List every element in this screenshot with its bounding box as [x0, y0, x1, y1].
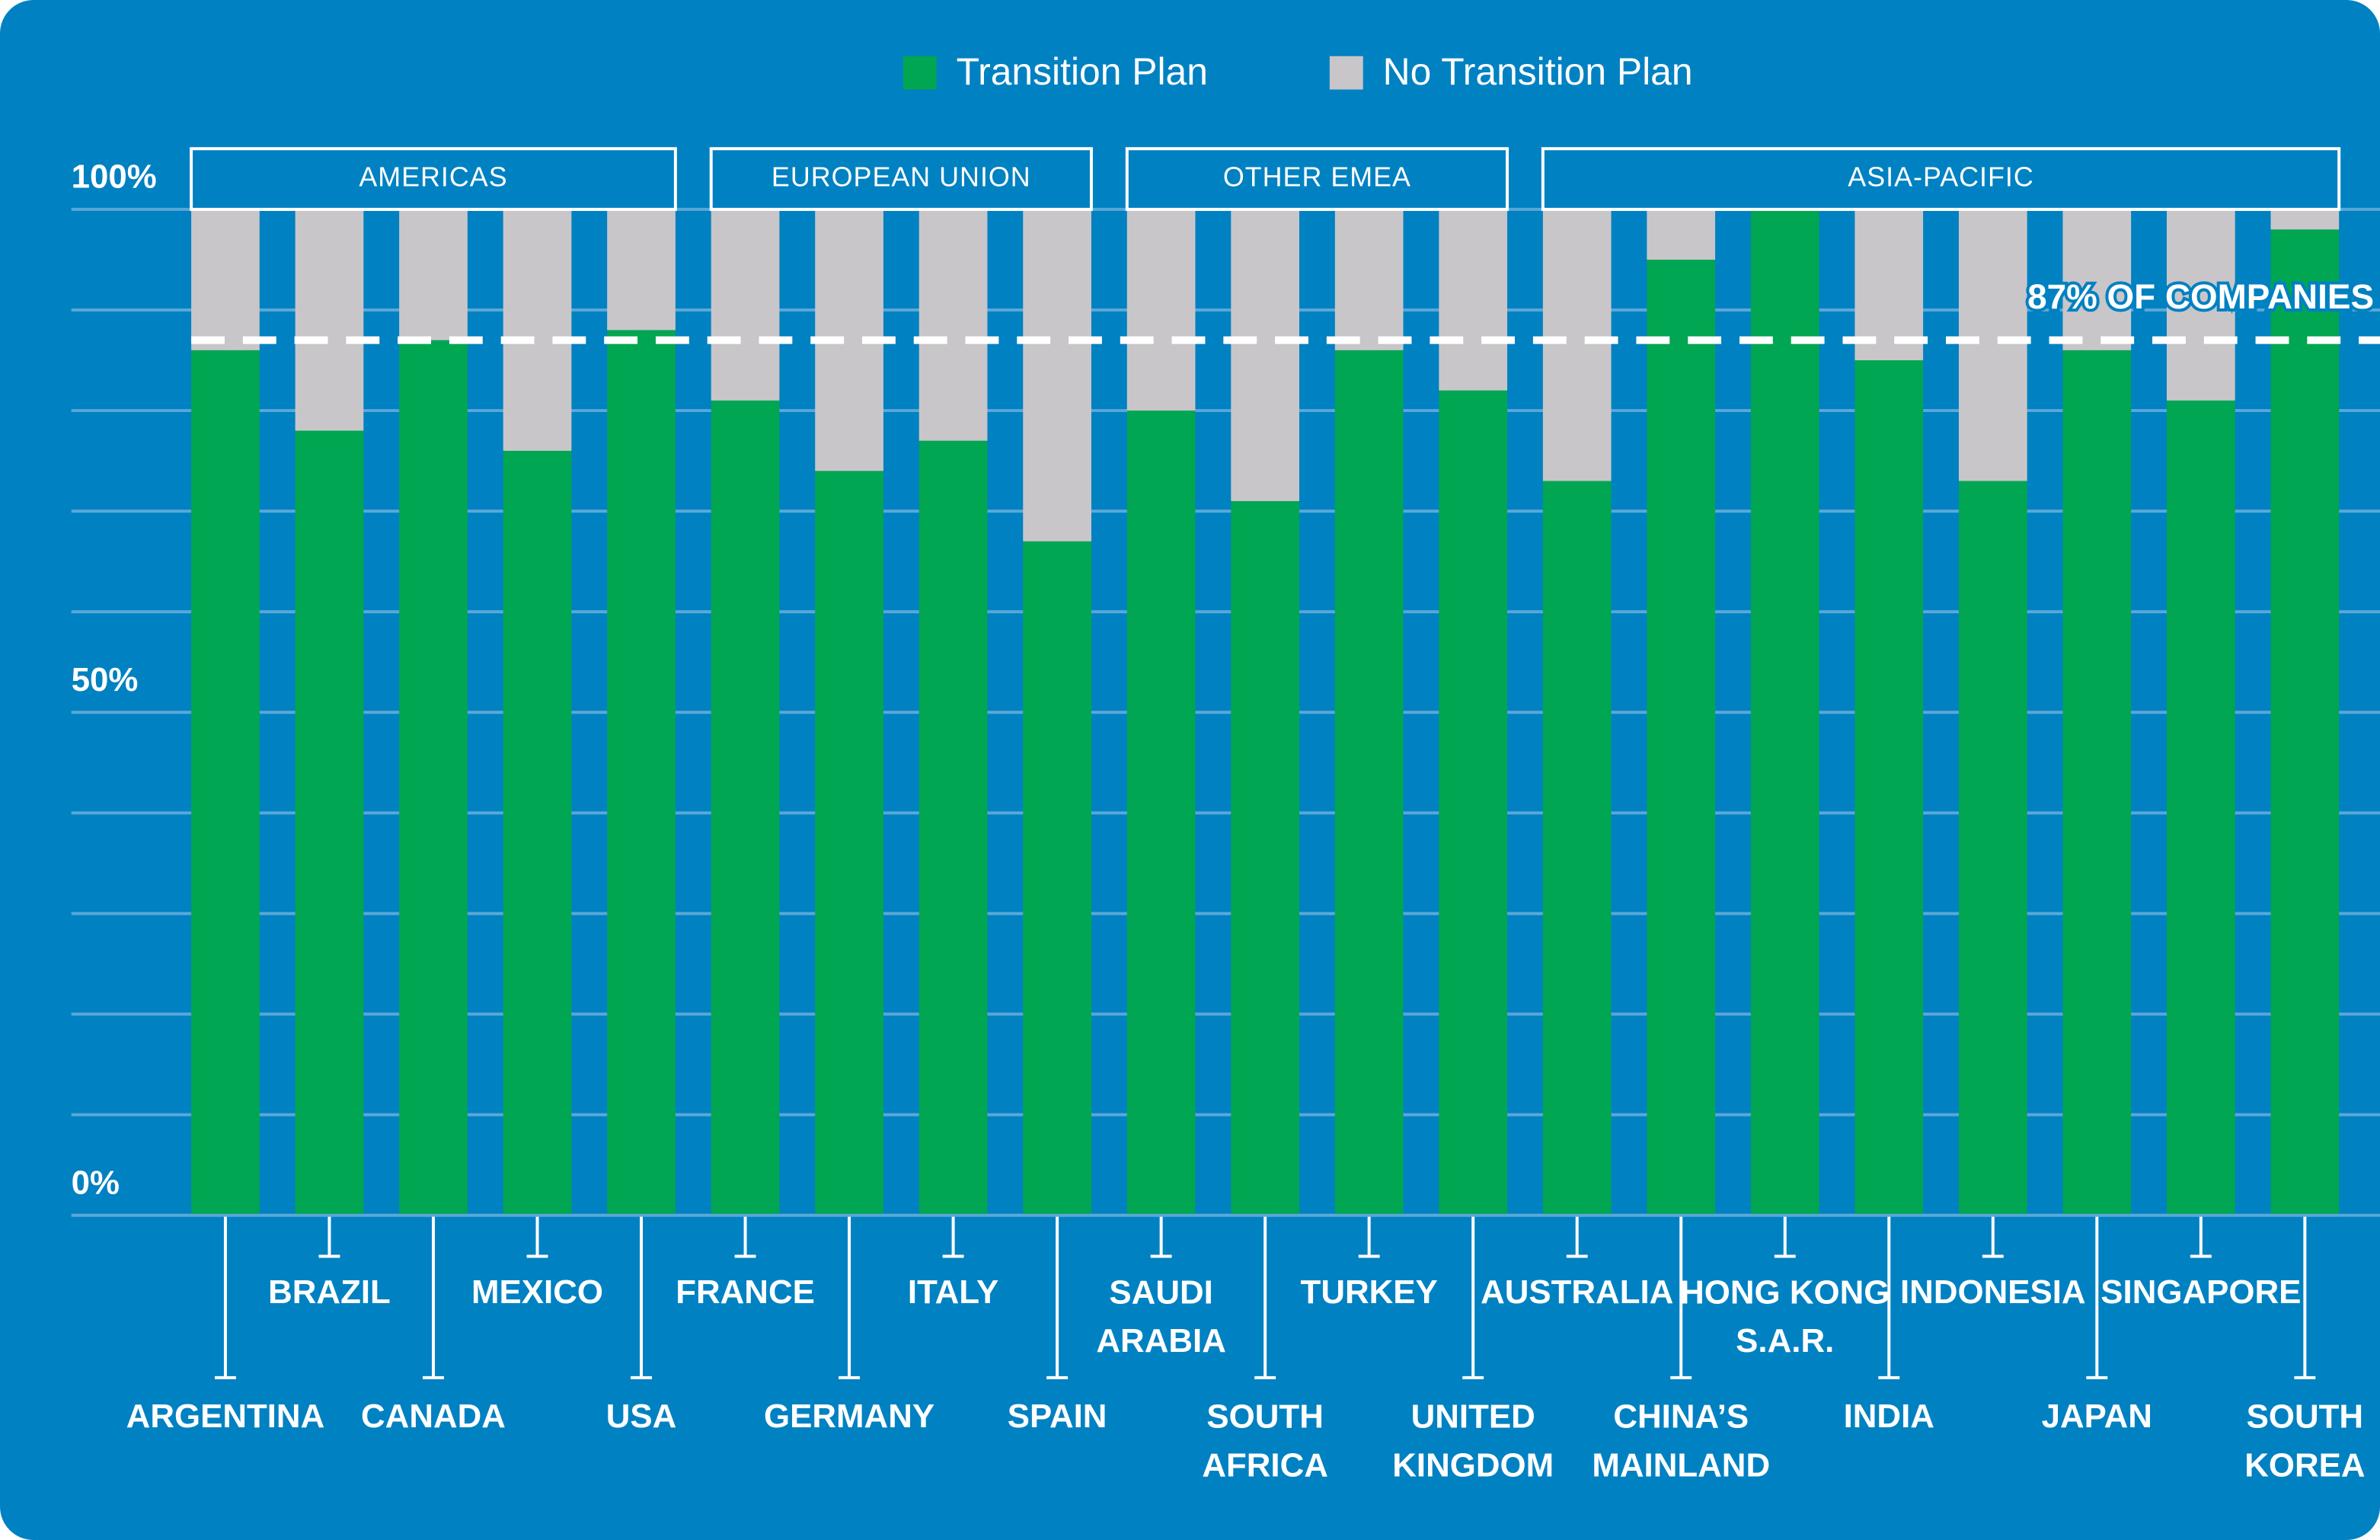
bar-segment — [2062, 209, 2132, 350]
x-tick-label: INDIA — [1844, 1398, 1934, 1435]
bar-segment — [711, 400, 780, 1216]
bar-segment — [918, 440, 988, 1216]
x-tick-label: BRAZIL — [268, 1273, 391, 1311]
x-tick-label: TURKEY — [1301, 1273, 1438, 1311]
bar-segment — [2270, 229, 2340, 1216]
bar-segment — [607, 330, 676, 1216]
x-tick-label: ARGENTINA — [126, 1398, 325, 1435]
x-tick-label: MEXICO — [471, 1273, 603, 1311]
bar-segment — [1231, 500, 1299, 1216]
x-tick-label: INDONESIA — [1900, 1273, 2086, 1311]
bar-segment — [1750, 209, 1819, 1216]
bar-segment — [1854, 209, 1924, 361]
bar-segment — [399, 340, 468, 1216]
bar-segment — [918, 209, 988, 441]
legend-label: Transition Plan — [957, 50, 1208, 93]
bar-segment — [295, 430, 364, 1216]
bar-segment — [607, 209, 676, 331]
bar-segment — [1334, 209, 1404, 350]
y-tick-label: 50% — [72, 661, 139, 698]
y-tick-label: 0% — [72, 1164, 120, 1201]
x-tick-label: GERMANY — [764, 1398, 934, 1435]
region-label: AMERICAS — [359, 162, 507, 193]
bar-segment — [1647, 209, 1716, 260]
x-tick-label: SINGAPORE — [2100, 1273, 2301, 1311]
legend-swatch — [902, 56, 937, 90]
bar-segment — [1126, 209, 1196, 411]
bar-segment — [1439, 209, 1508, 391]
bar-segment — [2062, 350, 2132, 1216]
region-label: EUROPEAN UNION — [772, 162, 1031, 193]
bar-segment — [191, 209, 260, 350]
legend-swatch — [1329, 56, 1363, 90]
x-tick-label: CANADA — [361, 1398, 506, 1435]
bar-segment — [191, 350, 260, 1216]
x-tick-label: SOUTH KOREA — [2244, 1398, 2365, 1484]
bar-segment — [1023, 541, 1091, 1216]
x-tick-label: AUSTRALIA — [1481, 1273, 1673, 1311]
x-tick-label: UNITED KINGDOM — [1392, 1398, 1554, 1484]
x-tick-label: SPAIN — [1008, 1398, 1107, 1435]
x-tick-label: SOUTH AFRICA — [1202, 1398, 1328, 1484]
region-box — [1125, 147, 1509, 211]
x-tick-label: USA — [606, 1398, 677, 1435]
bar-segment — [2166, 400, 2235, 1216]
x-tick-label: CHINA’S MAINLAND — [1592, 1398, 1770, 1484]
legend-label: No Transition Plan — [1383, 50, 1693, 93]
region-box — [709, 147, 1093, 211]
bar-segment — [1439, 390, 1508, 1216]
x-tick-label: SAUDI ARABIA — [1096, 1273, 1225, 1359]
bar-segment — [1958, 481, 2027, 1216]
bar-segment — [711, 209, 780, 401]
bar-segment — [1542, 481, 1612, 1216]
bar-segment — [1958, 209, 2027, 481]
region-label: OTHER EMEA — [1223, 162, 1411, 193]
reference-label: 87% OF COMPANIES — [2027, 277, 2374, 316]
x-tick-label: HONG KONG S.A.R. — [1680, 1273, 1890, 1359]
bar-segment — [2270, 209, 2340, 230]
x-tick-label: JAPAN — [2042, 1398, 2152, 1435]
region-box — [190, 147, 677, 211]
bar-segment — [503, 209, 572, 451]
bar-segment — [1126, 411, 1196, 1216]
x-tick-label: FRANCE — [676, 1273, 815, 1311]
bar-segment — [295, 209, 364, 431]
bar-segment — [1231, 209, 1299, 501]
bar-segment — [2166, 209, 2235, 401]
bar-segment — [1334, 350, 1404, 1216]
bar-segment — [1542, 209, 1612, 481]
bar-segment — [1647, 259, 1716, 1216]
bar-segment — [815, 471, 883, 1216]
region-box — [1541, 147, 2341, 211]
x-tick-label: ITALY — [908, 1273, 998, 1311]
bar-segment — [1023, 209, 1091, 542]
y-tick-label: 100% — [72, 158, 157, 196]
bar-segment — [1854, 360, 1924, 1216]
bar-segment — [399, 209, 468, 340]
bar-segment — [503, 450, 572, 1216]
region-label: ASIA-PACIFIC — [1848, 162, 2033, 193]
